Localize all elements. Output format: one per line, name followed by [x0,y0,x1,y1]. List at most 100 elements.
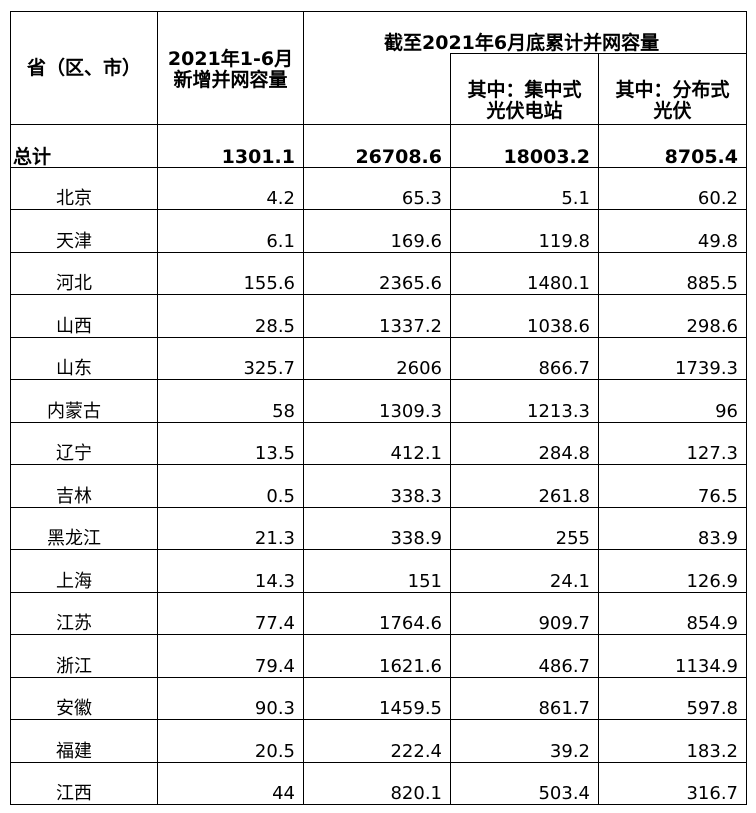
header-new-capacity-line2: 新增并网容量 [173,69,288,91]
centralized-value: 24.1 [450,549,599,593]
distributed-value: 60.2 [598,166,747,210]
centralized-value: 486.7 [450,634,599,678]
region-name: 江苏 [10,591,158,635]
region-name: 河北 [10,251,158,295]
centralized-value: 866.7 [450,336,599,380]
cumulative-value: 222.4 [303,719,451,763]
centralized-value: 1213.3 [450,379,599,423]
distributed-value: 597.8 [598,676,747,720]
cumulative-value: 412.1 [303,421,451,465]
table-row: 安徽 90.3 1459.5 861.7 597.8 [10,676,747,720]
cumulative-value: 1309.3 [303,379,451,423]
region-name: 上海 [10,549,158,593]
centralized-value: 119.8 [450,209,599,253]
total-label: 总计 [10,124,158,168]
new-capacity-value: 14.3 [157,549,304,593]
table-row: 山西 28.5 1337.2 1038.6 298.6 [10,294,747,338]
table-row: 江西 44 820.1 503.4 316.7 [10,761,747,805]
cumulative-value: 1459.5 [303,676,451,720]
distributed-value: 96 [598,379,747,423]
total-cumulative: 26708.6 [303,124,451,168]
header-new-capacity: 2021年1-6月 新增并网容量 [157,11,304,125]
distributed-value: 316.7 [598,761,747,805]
table-row: 浙江 79.4 1621.6 486.7 1134.9 [10,634,747,678]
new-capacity-value: 325.7 [157,336,304,380]
header-cumulative: 截至2021年6月底累计并网容量 [303,10,747,55]
new-capacity-value: 58 [157,379,304,423]
cumulative-value: 1621.6 [303,634,451,678]
centralized-value: 255 [450,506,599,550]
header-distributed-line2: 光伏 [653,100,692,122]
header-new-capacity-line1: 2021年1-6月 [167,48,294,70]
header-cumulative-total [303,53,451,125]
table-row: 吉林 0.5 338.3 261.8 76.5 [10,464,747,508]
table-row: 山东 325.7 2606 866.7 1739.3 [10,336,747,380]
new-capacity-value: 77.4 [157,591,304,635]
table-row: 上海 14.3 151 24.1 126.9 [10,549,747,593]
header-centralized-line1: 其中：集中式 [467,79,582,101]
table-row: 天津 6.1 169.6 119.8 49.8 [10,209,747,253]
distributed-value: 885.5 [598,251,747,295]
total-new: 1301.1 [157,124,304,168]
centralized-value: 261.8 [450,464,599,508]
distributed-value: 127.3 [598,421,747,465]
header-region: 省（区、市） [10,11,158,125]
distributed-value: 1739.3 [598,336,747,380]
total-centralized: 18003.2 [450,124,599,168]
header-distributed-line1: 其中：分布式 [615,79,730,101]
region-name: 内蒙古 [10,379,158,423]
header-centralized: 其中：集中式 光伏电站 [450,53,599,125]
distributed-value: 76.5 [598,464,747,508]
table-row: 内蒙古 58 1309.3 1213.3 96 [10,379,747,423]
new-capacity-value: 28.5 [157,294,304,338]
total-distributed: 8705.4 [598,124,747,168]
region-name: 辽宁 [10,421,158,465]
region-name: 浙江 [10,634,158,678]
table-row: 辽宁 13.5 412.1 284.8 127.3 [10,421,747,465]
distributed-value: 126.9 [598,549,747,593]
region-name: 天津 [10,209,158,253]
new-capacity-value: 0.5 [157,464,304,508]
new-capacity-value: 90.3 [157,676,304,720]
table-row: 福建 20.5 222.4 39.2 183.2 [10,719,747,763]
new-capacity-value: 44 [157,761,304,805]
header-centralized-line2: 光伏电站 [486,100,563,122]
cumulative-value: 1337.2 [303,294,451,338]
table-row: 河北 155.6 2365.6 1480.1 885.5 [10,251,747,295]
distributed-value: 83.9 [598,506,747,550]
table-row: 黑龙江 21.3 338.9 255 83.9 [10,506,747,550]
region-name: 安徽 [10,676,158,720]
cumulative-value: 65.3 [303,166,451,210]
centralized-value: 5.1 [450,166,599,210]
centralized-value: 503.4 [450,761,599,805]
cumulative-value: 338.9 [303,506,451,550]
new-capacity-value: 6.1 [157,209,304,253]
centralized-value: 861.7 [450,676,599,720]
table-row: 北京 4.2 65.3 5.1 60.2 [10,166,747,210]
capacity-table: 省（区、市） 2021年1-6月 新增并网容量 截至2021年6月底累计并网容量… [10,10,747,805]
new-capacity-value: 21.3 [157,506,304,550]
distributed-value: 854.9 [598,591,747,635]
region-name: 福建 [10,719,158,763]
cumulative-value: 1764.6 [303,591,451,635]
total-row: 总计 1301.1 26708.6 18003.2 8705.4 [10,124,747,168]
new-capacity-value: 20.5 [157,719,304,763]
new-capacity-value: 4.2 [157,166,304,210]
new-capacity-value: 13.5 [157,421,304,465]
centralized-value: 1480.1 [450,251,599,295]
region-name: 北京 [10,166,158,210]
header-distributed: 其中：分布式 光伏 [598,53,747,125]
new-capacity-value: 79.4 [157,634,304,678]
distributed-value: 298.6 [598,294,747,338]
cumulative-value: 820.1 [303,761,451,805]
region-name: 吉林 [10,464,158,508]
cumulative-value: 169.6 [303,209,451,253]
header-cumulative-label: 截至2021年6月底累计并网容量 [384,32,660,55]
centralized-value: 1038.6 [450,294,599,338]
distributed-value: 1134.9 [598,634,747,678]
distributed-value: 183.2 [598,719,747,763]
cumulative-value: 151 [303,549,451,593]
cumulative-value: 338.3 [303,464,451,508]
table-row: 江苏 77.4 1764.6 909.7 854.9 [10,591,747,635]
centralized-value: 39.2 [450,719,599,763]
